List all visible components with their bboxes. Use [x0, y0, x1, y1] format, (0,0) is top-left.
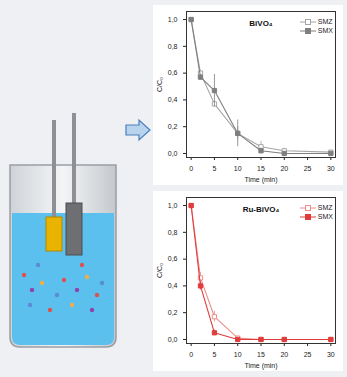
svg-text:0,8: 0,8	[168, 43, 178, 50]
svg-text:0: 0	[189, 351, 193, 358]
svg-text:25: 25	[304, 165, 312, 172]
svg-text:30: 30	[327, 351, 335, 358]
svg-text:0,0: 0,0	[168, 336, 178, 343]
svg-text:0,6: 0,6	[168, 255, 178, 262]
svg-text:0,2: 0,2	[168, 309, 178, 316]
svg-text:10: 10	[234, 351, 242, 358]
svg-text:0,8: 0,8	[168, 229, 178, 236]
svg-text:0,2: 0,2	[168, 123, 178, 130]
html-text:SMX: SMX	[317, 213, 333, 220]
svg-text:5: 5	[212, 351, 216, 358]
svg-text:0,4: 0,4	[168, 96, 178, 103]
svg-text:1,0: 1,0	[168, 16, 178, 23]
svg-text:Time (min): Time (min)	[244, 362, 277, 370]
svg-text:0,4: 0,4	[168, 282, 178, 289]
svg-text:15: 15	[257, 165, 265, 172]
svg-text:20: 20	[280, 165, 288, 172]
html-text:SMZ: SMZ	[317, 18, 333, 25]
html-text:SMX: SMX	[317, 27, 333, 34]
svg-text:Time (min): Time (min)	[244, 176, 277, 184]
svg-text:30: 30	[327, 165, 335, 172]
svg-text:C/C₀: C/C₀	[156, 263, 163, 278]
svg-text:25: 25	[304, 351, 312, 358]
svg-text:20: 20	[280, 351, 288, 358]
html-text:SMZ: SMZ	[317, 204, 333, 211]
svg-text:1,0: 1,0	[168, 202, 178, 209]
svg-text:Ru-BiVO₄: Ru-BiVO₄	[243, 205, 280, 214]
svg-text:5: 5	[212, 165, 216, 172]
svg-text:10: 10	[234, 165, 242, 172]
svg-text:C/C₀: C/C₀	[156, 77, 163, 92]
svg-text:15: 15	[257, 351, 265, 358]
svg-text:0: 0	[189, 165, 193, 172]
svg-text:BiVO₄: BiVO₄	[249, 19, 273, 28]
svg-text:0,0: 0,0	[168, 150, 178, 157]
svg-text:0,6: 0,6	[168, 69, 178, 76]
